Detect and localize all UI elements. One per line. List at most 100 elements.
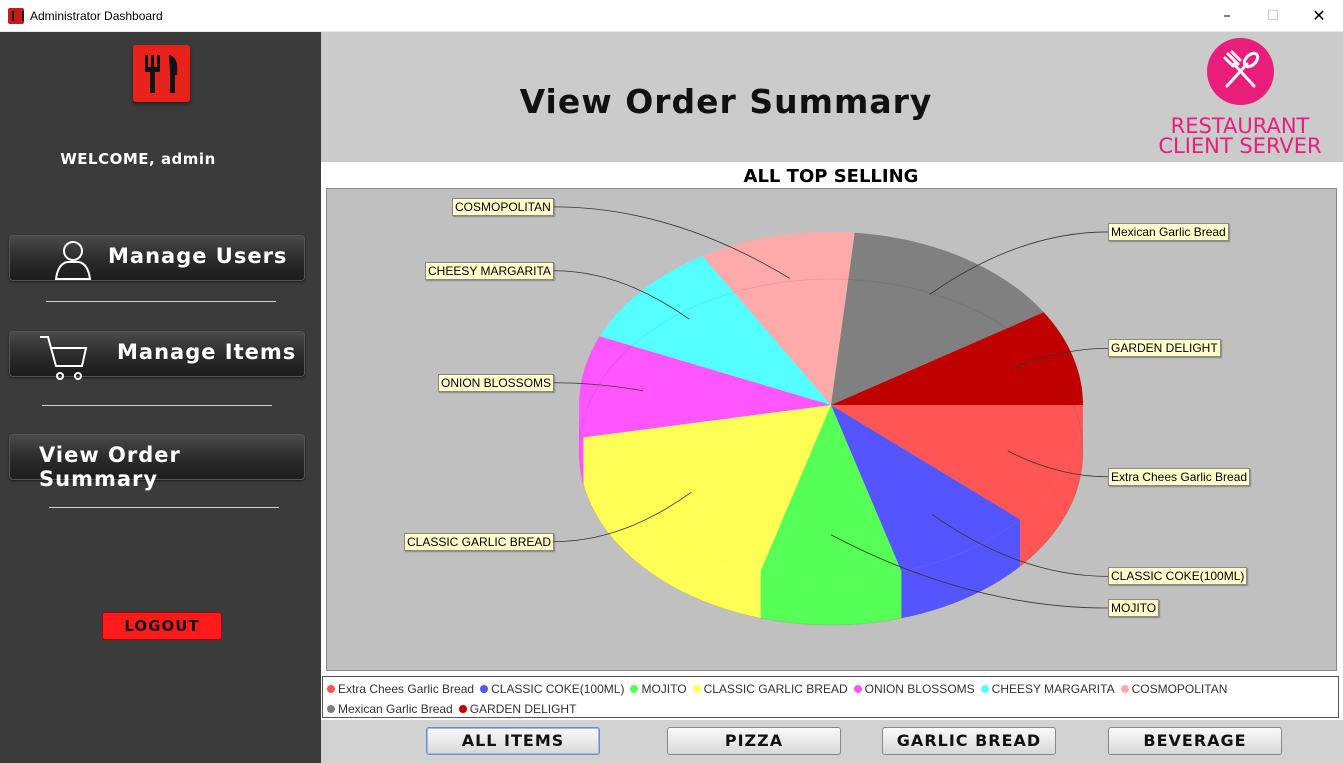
title-bar: Administrator Dashboard – ☐ ✕ [0,0,1343,32]
pie-label-8: GARDEN DELIGHT [1108,339,1221,358]
legend-swatch-0 [327,685,335,693]
pie-label-4: ONION BLOSSOMS [438,373,555,392]
page-header: View Order Summary RESTAURANT CLIENT SER… [321,32,1343,162]
pie-side-0 [1020,405,1083,567]
legend-item-1: CLASSIC COKE(100ML) [480,681,624,701]
pie-leader-line-3 [553,491,692,543]
fork-spoon-icon [1223,50,1260,88]
pie-label-1: CLASSIC COKE(100ML) [1108,567,1248,586]
pie-leader-line-6 [553,206,790,279]
app-icon [8,8,24,24]
pizza-button[interactable]: PIZZA [667,727,841,755]
logout-button[interactable]: LOGOUT [102,612,222,640]
pie-leader-line-0 [1007,450,1109,478]
manage-users-button[interactable]: Manage Users [9,235,305,281]
pie-label-6: COSMOPOLITAN [452,197,554,216]
legend-label-3: CLASSIC GARLIC BREAD [703,682,848,696]
legend-swatch-2 [630,685,639,693]
legend-label-1: CLASSIC COKE(100ML) [491,682,625,696]
chart-legend: Extra Chees Garlic Bread CLASSIC COKE(100… [322,676,1339,718]
legend-swatch-7 [327,705,335,713]
pie-label-3: CLASSIC GARLIC BREAD [404,532,555,551]
brand-name: RESTAURANT CLIENT SERVER [1143,114,1337,158]
pie-side-1 [901,519,1021,619]
brand-line2: CLIENT SERVER [1158,134,1322,158]
pie-leader-line-8 [1012,347,1109,370]
sidebar: WELCOME, admin Manage Users Manage Items… [0,32,321,763]
fork-knife-icon [145,55,178,93]
pie-slice-4[interactable] [579,336,831,438]
pie-leader-line-7 [929,231,1109,295]
brand-logo [1207,38,1274,105]
legend-item-2: MOJITO [630,681,687,701]
manage-items-button[interactable]: Manage Items [9,331,305,380]
pie-slice-3[interactable] [583,405,831,572]
legend-swatch-1 [480,685,489,693]
pie-leader-line-1 [932,514,1109,577]
pie-slice-0[interactable] [831,405,1083,520]
pie-side-3 [583,437,761,619]
legend-item-0: Extra Chees Garlic Bread [327,681,474,701]
legend-label-4: ONION BLOSSOMS [864,682,975,696]
minimize-button[interactable]: – [1223,8,1231,24]
pie-slice-5[interactable] [599,256,831,405]
manage-users-label: Manage Users [108,244,288,268]
pie-leader-line-5 [553,270,690,320]
legend-label-8: GARDEN DELIGHT [469,702,577,716]
pie-slice-2[interactable] [760,405,902,578]
legend-label-6: COSMOPOLITAN [1131,682,1228,696]
pie-label-5: CHEESY MARGARITA [425,261,554,280]
pie-label-7: Mexican Garlic Bread [1108,222,1229,241]
close-button[interactable]: ✕ [1312,6,1326,25]
legend-item-6: COSMOPOLITAN [1120,681,1228,701]
page-title: View Order Summary [519,82,933,121]
view-order-summary-button[interactable]: View Order Summary [9,434,305,491]
all-items-button[interactable]: ALL ITEMS [426,727,600,755]
category-bar: ALL ITEMS PIZZA GARLIC BREAD BEVERAGE [321,720,1343,763]
legend-label-0: Extra Chees Garlic Bread [338,682,475,696]
pie-label-2: MOJITO [1108,599,1160,617]
pie-leader-line-4 [553,382,644,392]
pie-base-outline [578,278,1084,626]
pie-slice-1[interactable] [831,405,1021,572]
legend-label-2: MOJITO [641,682,687,696]
window-title: Administrator Dashboard [30,9,163,23]
legend-item-8: GARDEN DELIGHT [458,701,577,721]
pie-slice-6[interactable] [702,232,855,405]
divider [49,507,279,508]
legend-swatch-8 [458,705,467,713]
manage-items-label: Manage Items [117,340,297,364]
legend-item-5: CHEESY MARGARITA [980,681,1115,701]
legend-swatch-5 [980,685,989,693]
legend-swatch-4 [853,685,862,693]
legend-label-7: Mexican Garlic Bread [338,702,453,716]
pie-leader-line-2 [830,534,1109,609]
divider [46,301,276,302]
welcome-text: WELCOME, admin [60,150,216,168]
legend-item-4: ONION BLOSSOMS [853,681,975,701]
pie-label-0: Extra Chees Garlic Bread [1108,467,1251,486]
brand-line1: RESTAURANT [1170,114,1310,138]
pie-chart [553,206,1109,626]
divider [42,405,272,406]
user-icon [54,241,92,280]
pie-slice-8[interactable] [831,312,1083,405]
chart-title: ALL TOP SELLING [743,166,919,187]
pie-side-4 [579,405,584,485]
beverage-button[interactable]: BEVERAGE [1108,727,1282,755]
legend-swatch-3 [692,685,701,693]
legend-label-5: CHEESY MARGARITA [991,682,1115,696]
legend-swatch-6 [1120,685,1129,693]
cart-icon [40,336,88,380]
chart-panel: ALL TOP SELLING Extra Chees Garlic Bread… [321,162,1343,720]
legend-item-3: CLASSIC GARLIC BREAD [692,681,848,701]
legend-item-7: Mexican Garlic Bread [327,701,453,721]
maximize-button[interactable]: ☐ [1266,8,1280,24]
pie-slice-7[interactable] [831,232,1044,405]
plot-area: Extra Chees Garlic Bread CLASSIC COKE(100… [326,188,1337,671]
restaurant-logo [133,45,190,102]
pie-side-2 [760,571,902,625]
garlic-bread-button[interactable]: GARLIC BREAD [882,727,1056,755]
view-order-summary-label: View Order Summary [39,443,181,491]
